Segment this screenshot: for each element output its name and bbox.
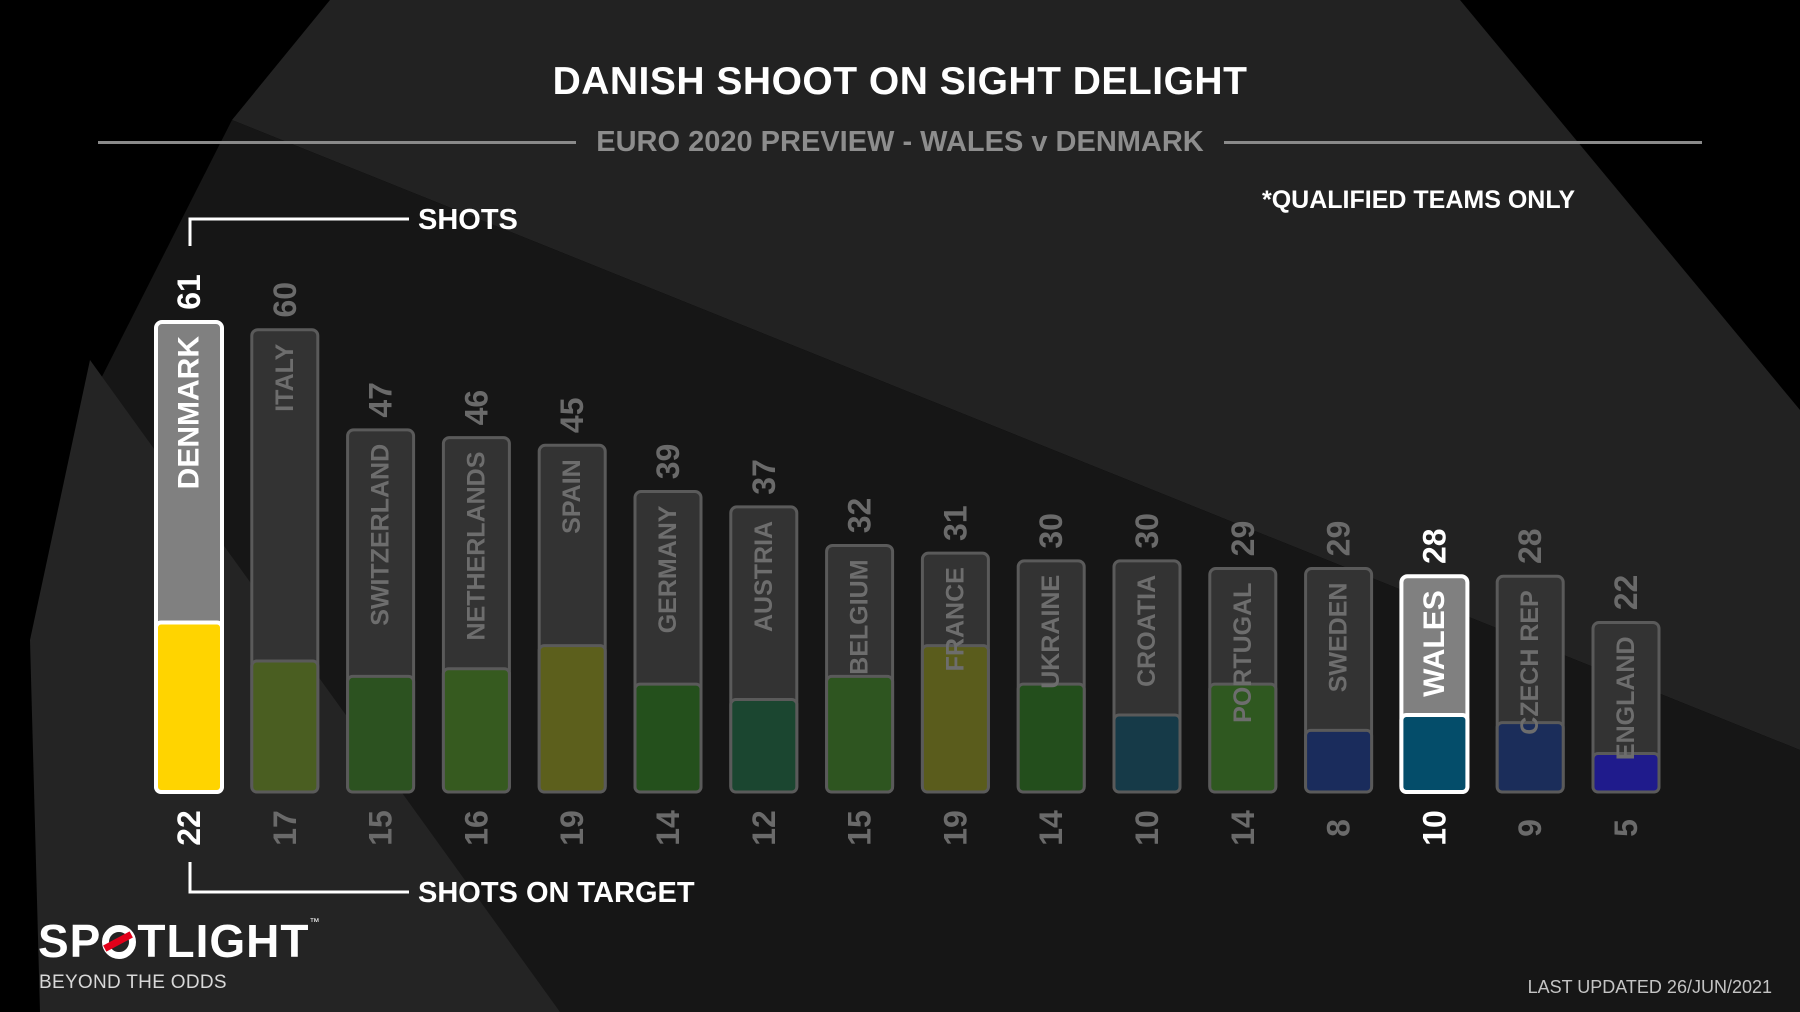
team-label: ENGLAND — [1612, 636, 1640, 760]
shots-on-target-bar — [1112, 713, 1182, 794]
shots-on-target-value-label: 14 — [1033, 810, 1069, 846]
team-label: NETHERLANDS — [462, 452, 490, 641]
shots-on-target-value-label: 10 — [1129, 810, 1165, 846]
shots-on-target-bar — [825, 674, 895, 794]
shots-callout-line — [188, 217, 409, 246]
shots-on-target-value-label: 19 — [554, 810, 590, 846]
shots-on-target-bar — [346, 674, 416, 794]
team-label: SWITZERLAND — [367, 444, 395, 626]
team-label: BELGIUM — [846, 559, 874, 674]
team-label: UKRAINE — [1037, 575, 1065, 689]
logo-trademark: ™ — [309, 917, 321, 928]
team-label: GERMANY — [654, 505, 682, 633]
legend-shots-on-target-label: SHOTS ON TARGET — [418, 877, 695, 909]
shots-value-label: 30 — [1033, 513, 1069, 549]
last-updated: LAST UPDATED 26/JUN/2021 — [1527, 977, 1772, 997]
shots-on-target-value-label: 14 — [650, 810, 686, 846]
bg-shape-top — [232, 0, 1800, 750]
shots-value-label: 22 — [1608, 575, 1644, 611]
shots-on-target-value-label: 15 — [363, 810, 399, 846]
team-label: CZECH REP — [1516, 590, 1544, 734]
shots-on-target-callout-line — [188, 862, 409, 894]
chart-title: DANISH SHOOT ON SIGHT DELIGHT — [552, 60, 1248, 103]
shots-value-label: 32 — [842, 498, 878, 534]
shots-on-target-bar — [729, 698, 799, 794]
shots-on-target-bar — [1016, 682, 1086, 794]
shots-on-target-bar — [920, 644, 990, 794]
spotlight-logo: SP TLIGHT™ — [38, 915, 321, 967]
shots-value-label: 60 — [267, 282, 303, 318]
shots-on-target-value-label: 16 — [458, 810, 494, 846]
shots-on-target-value-label: 9 — [1512, 819, 1548, 837]
legend-shots-label: SHOTS — [418, 204, 518, 236]
logo-tagline: BEYOND THE ODDS — [39, 972, 227, 993]
shots-value-label: 45 — [554, 397, 590, 433]
subtitle-rule-left — [98, 140, 577, 144]
shots-value-label: 37 — [746, 459, 782, 495]
team-label: SPAIN — [558, 459, 586, 534]
shots-on-target-value-label: 19 — [937, 810, 973, 846]
shots-on-target-bar — [250, 659, 320, 794]
team-label: FRANCE — [941, 567, 969, 671]
shots-value-label: 61 — [171, 274, 207, 310]
shots-value-label: 30 — [1129, 513, 1165, 549]
logo-text-left: SP — [38, 915, 102, 967]
shots-on-target-bar — [1208, 682, 1278, 794]
shots-value-label: 39 — [650, 444, 686, 480]
shots-on-target-bar — [154, 620, 224, 795]
shots-value-label: 31 — [937, 505, 973, 541]
shots-on-target-bar — [441, 667, 511, 794]
team-label: DENMARK — [173, 336, 206, 490]
subtitle-rule-right — [1223, 140, 1702, 144]
shots-on-target-value-label: 15 — [842, 810, 878, 846]
shots-on-target-value-label: 22 — [171, 810, 207, 846]
shots-value-label: 46 — [458, 390, 494, 426]
team-label: CROATIA — [1133, 575, 1161, 687]
team-label: AUSTRIA — [750, 521, 778, 632]
team-label: WALES — [1418, 590, 1451, 697]
shots-on-target-value-label: 10 — [1416, 810, 1452, 846]
chart-subtitle: EURO 2020 PREVIEW - WALES v DENMARK — [596, 125, 1204, 158]
shots-on-target-bar — [1495, 721, 1565, 794]
shots-value-label: 29 — [1225, 521, 1261, 557]
team-label: SWEDEN — [1325, 583, 1353, 693]
shots-on-target-bar — [537, 644, 607, 794]
subtitle-row: EURO 2020 PREVIEW - WALES v DENMARK — [98, 122, 1702, 162]
shots-on-target-bar — [1399, 712, 1470, 794]
shots-on-target-value-label: 12 — [746, 810, 782, 846]
shots-on-target-bar — [1591, 751, 1661, 794]
shots-value-label: 28 — [1416, 528, 1452, 564]
shots-on-target-value-label: 5 — [1608, 819, 1644, 837]
team-label: ITALY — [271, 343, 299, 411]
logo-o-mark-icon — [102, 925, 137, 959]
shots-value-label: 28 — [1512, 528, 1548, 564]
shots-on-target-value-label: 8 — [1321, 819, 1357, 837]
shots-on-target-bar — [1304, 728, 1374, 794]
team-label: PORTUGAL — [1229, 583, 1257, 723]
shots-value-label: 47 — [363, 382, 399, 418]
qualified-teams-note: *QUALIFIED TEAMS ONLY — [1262, 186, 1575, 214]
shots-on-target-value-label: 17 — [267, 810, 303, 846]
shots-value-label: 29 — [1321, 521, 1357, 557]
shots-on-target-value-label: 14 — [1225, 810, 1261, 846]
shots-on-target-bar — [633, 682, 703, 794]
logo-text-right: TLIGHT — [137, 915, 310, 967]
